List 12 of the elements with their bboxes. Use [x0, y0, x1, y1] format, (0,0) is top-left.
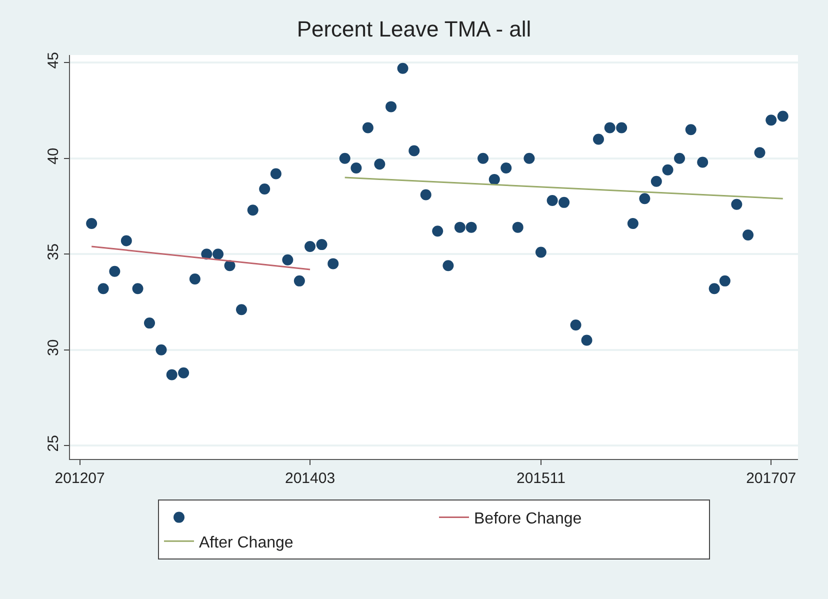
x-tick-label: 201511	[516, 470, 566, 487]
x-tick-label: 201403	[284, 470, 336, 487]
y-tick-label: 35	[45, 244, 62, 260]
x-tick-label: 201207	[54, 470, 105, 487]
legend-label: Before Change	[474, 510, 582, 528]
legend-label: After Change	[199, 534, 294, 552]
y-tick-label: 45	[45, 52, 62, 69]
y-tick-label: 30	[45, 339, 62, 356]
chart-title: Percent Leave TMA - all	[296, 16, 532, 42]
y-tick-label: 40	[45, 148, 62, 164]
y-tick-label: 25	[45, 435, 62, 452]
x-tick-label: 201707	[746, 470, 796, 487]
